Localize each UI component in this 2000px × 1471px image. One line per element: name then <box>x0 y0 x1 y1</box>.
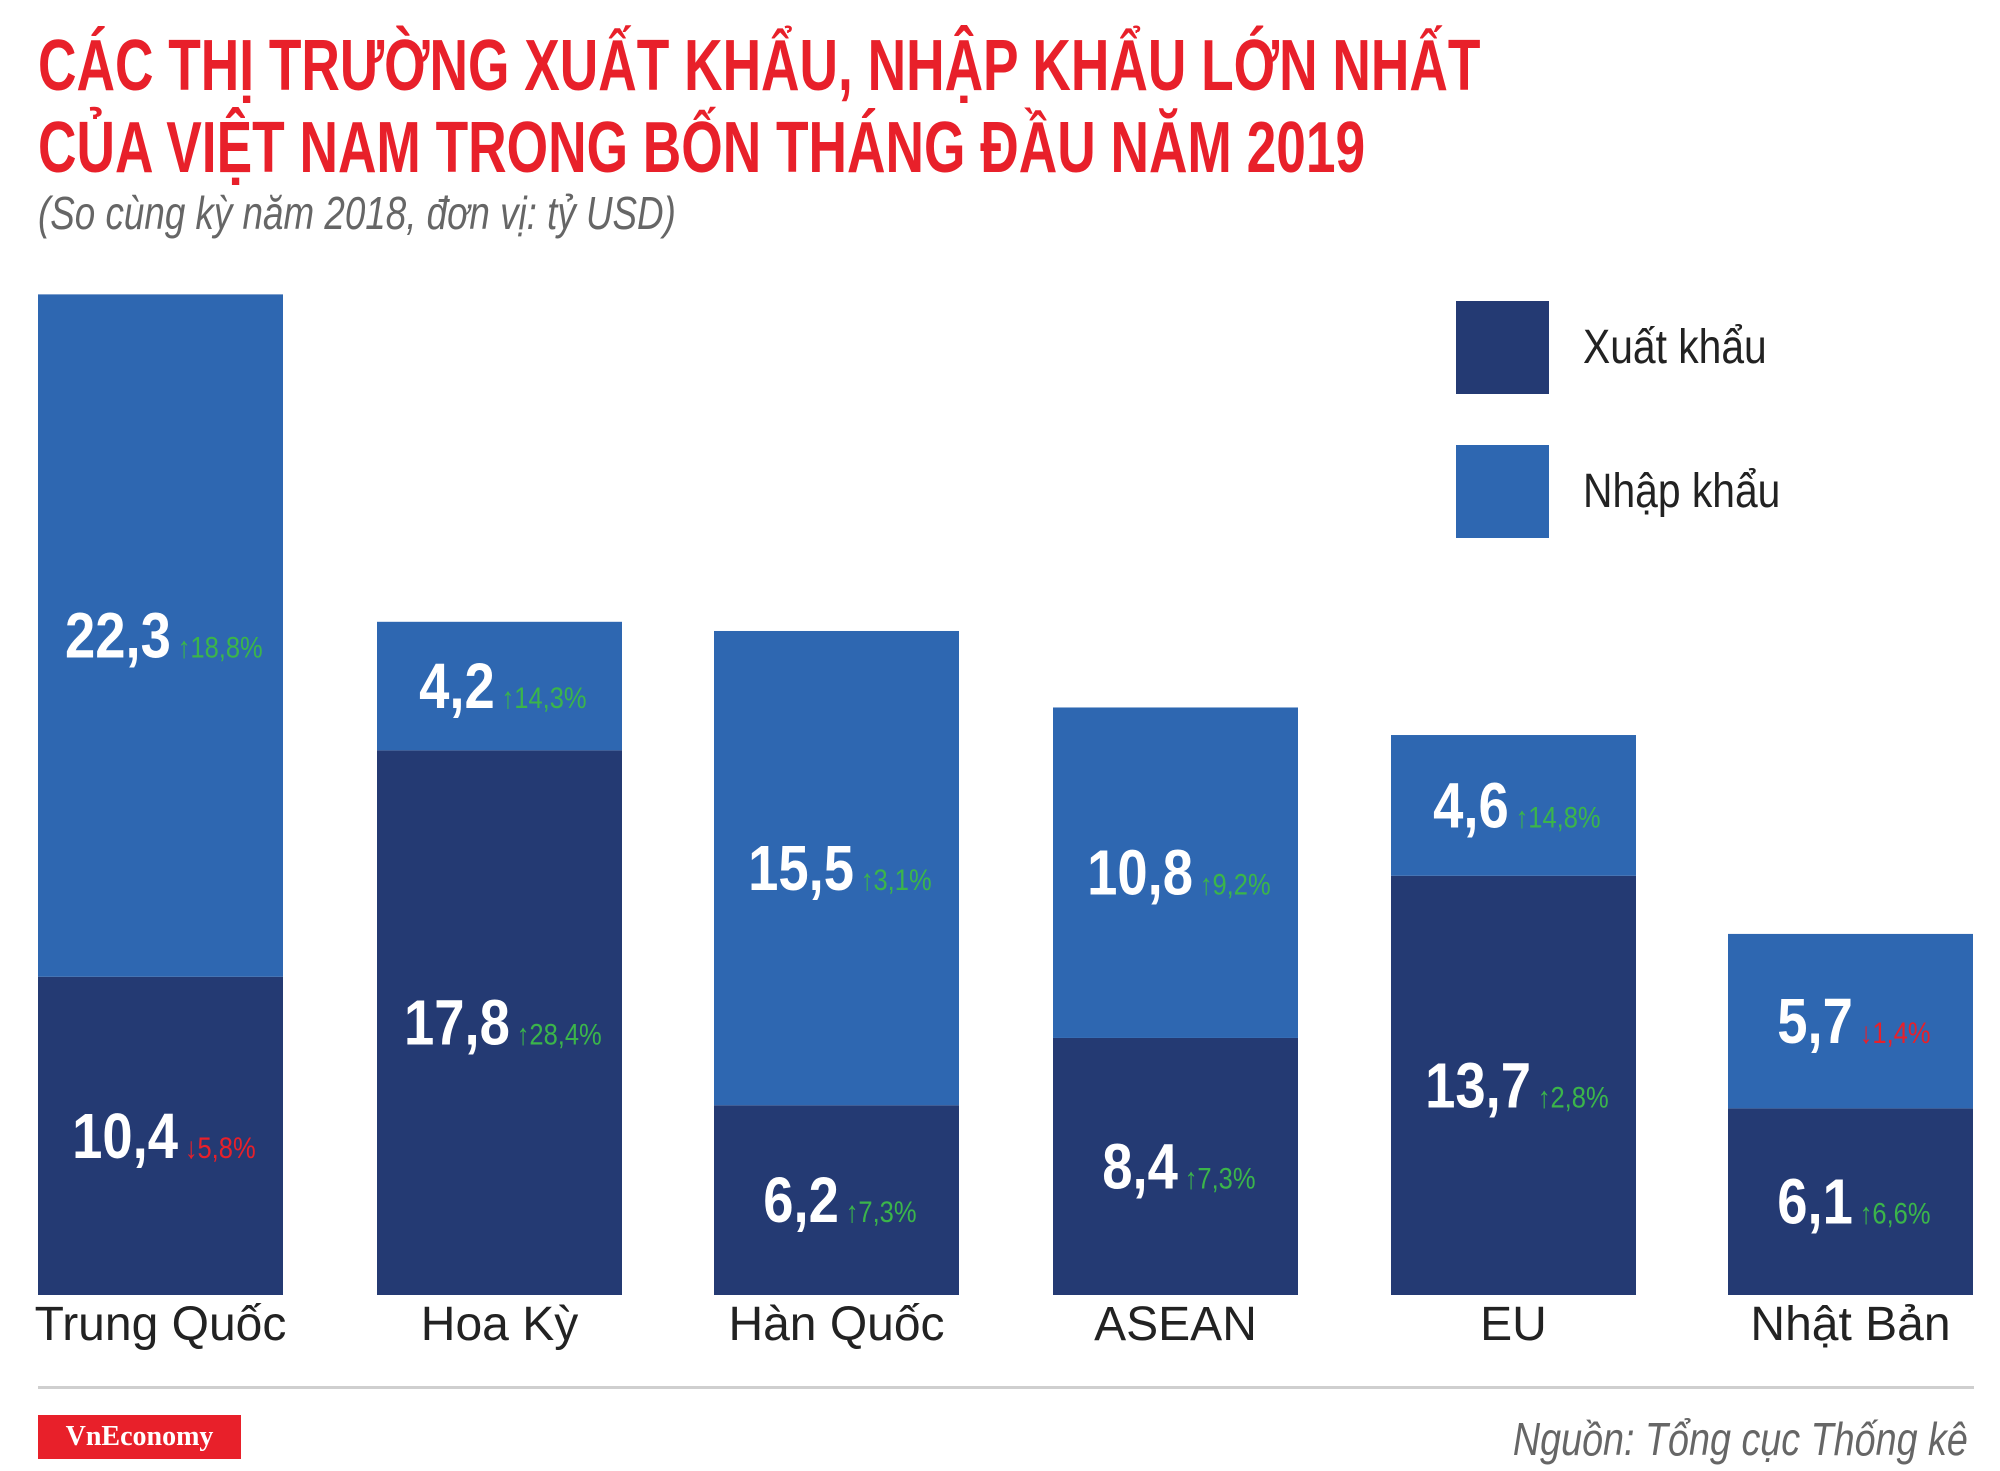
value-label: 6,2 <box>763 1164 839 1236</box>
legend-label-export: Xuất khẩu <box>1583 321 1767 374</box>
change-label: ↑7,3% <box>1185 1162 1256 1195</box>
value-label: 10,8 <box>1087 837 1193 909</box>
data-label: 17,8 ↑28,4% <box>404 986 602 1058</box>
category-label: Nhật Bản <box>1750 1298 1950 1351</box>
value-label: 22,3 <box>65 599 171 671</box>
value-label: 5,7 <box>1777 985 1853 1057</box>
chart-subtitle: (So cùng kỳ năm 2018, đơn vị: tỷ USD) <box>38 187 676 239</box>
data-label: 15,5 ↑3,1% <box>748 832 931 904</box>
category-label: Trung Quốc <box>35 1298 287 1351</box>
chart-title-line1: CÁC THỊ TRƯỜNG XUẤT KHẨU, NHẬP KHẨU LỚN … <box>38 26 1481 106</box>
bar-import <box>38 294 283 977</box>
bar-export <box>1728 1108 1973 1295</box>
change-label: ↑18,8% <box>178 631 263 664</box>
value-label: 6,1 <box>1777 1165 1853 1237</box>
category-label: Hàn Quốc <box>728 1298 944 1351</box>
change-label: ↑6,6% <box>1860 1197 1931 1230</box>
bar-export <box>714 1105 959 1295</box>
value-label: 15,5 <box>748 832 854 904</box>
change-label: ↑2,8% <box>1538 1080 1609 1113</box>
change-label: ↑3,1% <box>861 863 932 896</box>
source-note: Nguồn: Tổng cục Thống kê <box>1512 1413 1968 1465</box>
data-label: 10,8 ↑9,2% <box>1087 837 1270 909</box>
change-label: ↑14,3% <box>502 681 587 714</box>
bar-import <box>714 630 959 1106</box>
bar-import <box>377 621 622 751</box>
data-label: 6,1 ↑6,6% <box>1777 1165 1930 1237</box>
change-label: ↑7,3% <box>846 1195 917 1228</box>
value-label: 17,8 <box>404 986 510 1058</box>
value-label: 13,7 <box>1425 1049 1531 1121</box>
value-label: 10,4 <box>72 1100 178 1172</box>
data-label: 13,7 ↑2,8% <box>1425 1049 1608 1121</box>
data-label: 8,4 ↑7,3% <box>1102 1130 1255 1202</box>
legend-swatch-export <box>1456 301 1549 394</box>
change-label: ↑14,8% <box>1516 800 1601 833</box>
change-label: ↑9,2% <box>1200 868 1271 901</box>
data-label: 6,2 ↑7,3% <box>763 1164 916 1236</box>
value-label: 4,2 <box>419 650 495 722</box>
bar-export <box>1053 1037 1298 1295</box>
category-label: ASEAN <box>1094 1298 1257 1351</box>
category-label: EU <box>1480 1298 1547 1351</box>
data-label: 22,3 ↑18,8% <box>65 599 263 671</box>
bar-export <box>1391 875 1636 1295</box>
vneconomy-logo: VnEconomy <box>38 1415 241 1459</box>
value-label: 4,6 <box>1433 769 1509 841</box>
change-label: ↓1,4% <box>1860 1016 1931 1049</box>
change-label: ↑28,4% <box>517 1018 602 1051</box>
value-label: 8,4 <box>1102 1130 1178 1202</box>
chart-title-line2: CỦA VIỆT NAM TRONG BỐN THÁNG ĐẦU NĂM 201… <box>38 108 1366 188</box>
bar-export <box>377 750 622 1295</box>
change-label: ↓5,8% <box>185 1131 256 1164</box>
data-label: 10,4 ↓5,8% <box>72 1100 255 1172</box>
bar-import <box>1053 707 1298 1038</box>
data-label: 5,7 ↓1,4% <box>1777 985 1930 1057</box>
data-label: 4,6 ↑14,8% <box>1433 769 1600 841</box>
footer-divider <box>38 1386 1974 1389</box>
legend-swatch-import <box>1456 445 1549 538</box>
legend-label-import: Nhập khẩu <box>1583 465 1781 518</box>
bar-export <box>38 976 283 1295</box>
category-label: Hoa Kỳ <box>421 1298 578 1351</box>
bar-import <box>1728 933 1973 1109</box>
data-label: 4,2 ↑14,3% <box>419 650 586 722</box>
bar-import <box>1391 735 1636 876</box>
